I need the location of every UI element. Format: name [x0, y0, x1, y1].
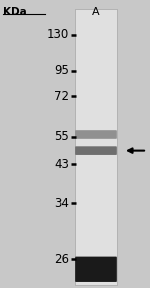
Bar	[75, 9, 117, 285]
Text: 55: 55	[54, 130, 69, 143]
Text: 95: 95	[54, 64, 69, 77]
FancyBboxPatch shape	[75, 257, 117, 282]
FancyBboxPatch shape	[75, 146, 117, 155]
Text: A: A	[92, 7, 100, 17]
Text: 34: 34	[54, 196, 69, 210]
Text: 72: 72	[54, 90, 69, 103]
Text: 26: 26	[54, 253, 69, 266]
Text: 130: 130	[47, 28, 69, 41]
FancyBboxPatch shape	[75, 130, 117, 139]
Text: KDa: KDa	[3, 7, 27, 17]
Text: 43: 43	[54, 158, 69, 171]
